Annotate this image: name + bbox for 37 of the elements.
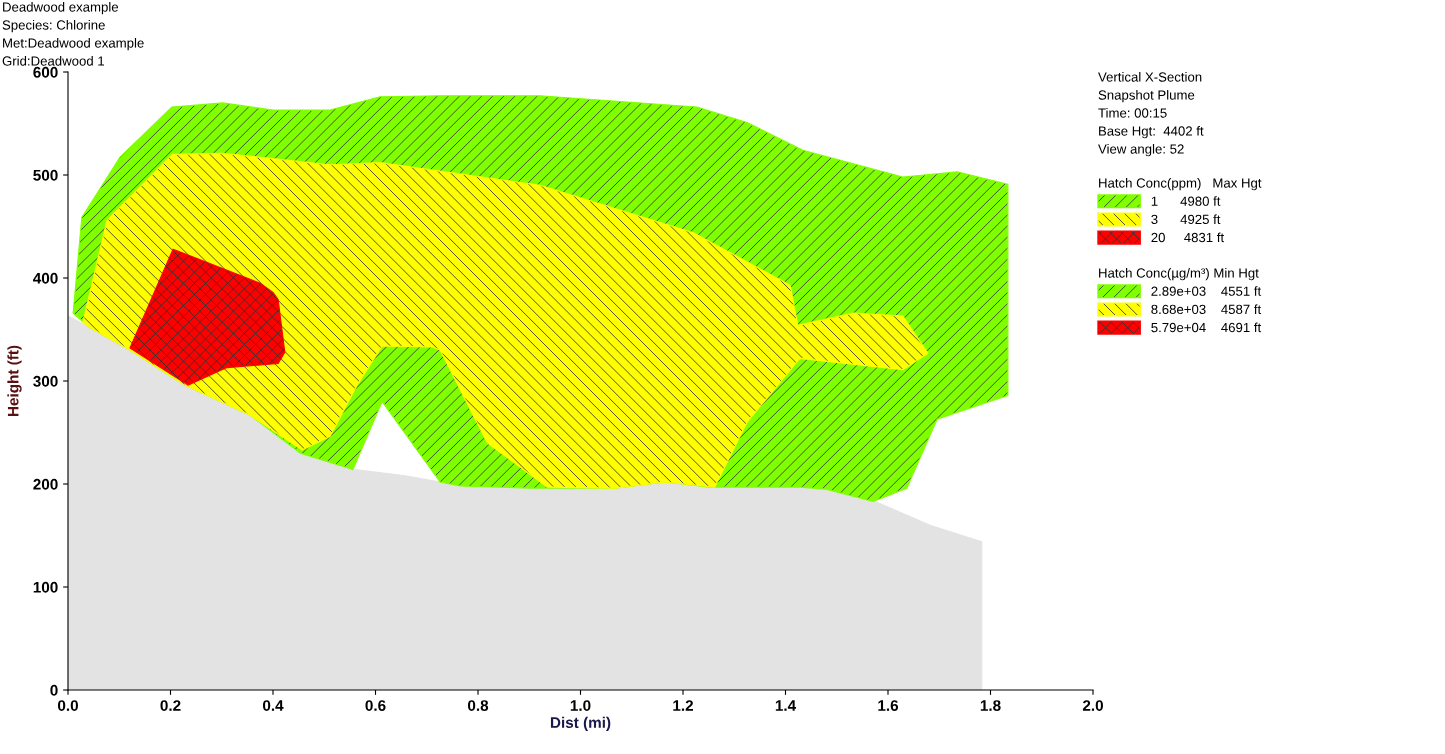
x-tick-label: 1.6 [878,700,899,711]
y-tick-label: 300 [33,375,58,387]
text: Time: 00:15 [1098,108,1167,118]
text: Base Hgt: 4402 ft [1099,126,1204,139]
x-tick-label: 0.6 [365,700,386,711]
legend-label: 20 4831 ft [1151,232,1225,243]
x-tick-label: 1.2 [673,700,694,711]
x-tick-label: 0.4 [262,700,284,711]
text: Species: Chlorine [2,20,105,33]
text: Snapshot Plume [1098,90,1195,103]
x-tick-label: 0.8 [467,700,489,711]
legend-label: 3 4925 ft [1151,214,1221,225]
text: View angle: 52 [1098,144,1184,157]
text: Grid:Deadwood 1 [2,56,105,66]
legend-label: 1 4980 ft [1151,196,1221,206]
x-tick-label: 1.8 [980,700,1001,711]
x-tick-label: 2.0 [1082,700,1103,711]
y-tick-label: 200 [33,478,58,490]
x-tick-label: 1.4 [775,700,797,711]
y-tick-label: 400 [33,272,58,284]
chart-title: Deadwood example [3,2,119,15]
x-tick-label: 0.0 [57,700,78,711]
text: 8.68e+03 4587 ft [1151,304,1262,315]
text: Met:Deadwood example [3,38,144,51]
legend-title: Hatch Conc(ppm) Max Hgt [1099,178,1262,191]
y-tick-label: 600 [33,66,58,78]
y-tick-label: 100 [33,581,58,593]
y-tick-label: 0 [50,684,58,696]
x-tick-label: 1.0 [570,700,591,711]
x-tick-label: 0.2 [160,700,181,711]
x-axis-title: Dist (mi) [550,716,611,731]
text: 2.89e+03 4551 ft [1151,286,1262,296]
text: Hatch Conc(µg/m³) Min Hgt [1099,268,1259,281]
text: Vertical X-Section [1098,72,1202,82]
y-tick-label: 500 [33,169,58,181]
y-axis-title: Height (ft) [7,345,22,417]
text: 5.79e+04 4691 ft [1151,322,1262,333]
